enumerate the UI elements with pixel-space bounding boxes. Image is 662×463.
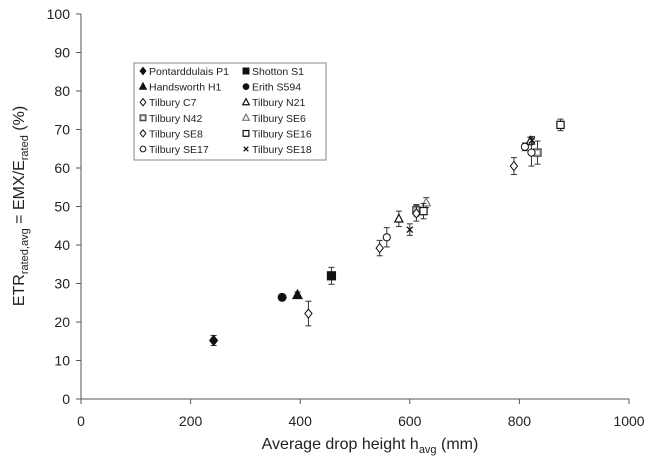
marker-square-open [556, 120, 565, 130]
data-point [304, 300, 313, 327]
x-tick-label: 0 [77, 413, 85, 429]
legend-label: Tilbury SE6 [252, 113, 306, 125]
y-tick-label: 30 [54, 276, 70, 292]
x-axis-title: Average drop height havg (mm) [262, 436, 479, 456]
data-point [406, 223, 414, 236]
marker-square-filled [326, 271, 337, 281]
legend-item: Tilbury C7 [139, 97, 197, 109]
legend-label: Erith S594 [252, 82, 301, 94]
x-tick-label: 800 [508, 413, 532, 429]
legend-item: Handsworth H1 [138, 81, 222, 94]
marker-cross [528, 136, 536, 144]
legend-item: Erith S594 [242, 82, 301, 94]
legend-marker [139, 128, 147, 138]
data-point [375, 239, 384, 257]
legend-label: Shotton S1 [252, 66, 304, 78]
legend-item: Tilbury SE17 [139, 144, 209, 156]
y-tick-label: 40 [54, 237, 70, 253]
legend-label: Tilbury N21 [252, 97, 305, 109]
data-point [419, 202, 428, 220]
y-tick-label: 60 [54, 160, 70, 176]
marker-diamond-open [375, 242, 384, 254]
y-tick-label: 50 [54, 199, 70, 215]
legend-marker [139, 66, 147, 76]
legend-label: Handsworth H1 [149, 82, 222, 94]
legend-marker [242, 67, 250, 75]
marker-diamond-open [412, 208, 421, 219]
y-tick-label: 20 [54, 314, 70, 330]
data-point [520, 142, 529, 152]
legend-marker [242, 83, 250, 90]
marker-circle-filled [277, 292, 287, 302]
data-points [208, 118, 565, 347]
legend-item: Tilbury SE16 [242, 128, 312, 140]
legend-marker [242, 129, 250, 137]
y-tick-label: 0 [62, 391, 70, 407]
legend-item: Pontarddulais P1 [139, 66, 229, 78]
data-point [509, 157, 519, 176]
legend-marker [243, 146, 249, 152]
data-point [382, 227, 391, 248]
y-tick-label: 70 [54, 122, 70, 138]
legend-label: Tilbury SE17 [149, 144, 209, 156]
x-tick-label: 600 [398, 413, 422, 429]
marker-circle-open [527, 148, 536, 157]
marker-circle-open [520, 142, 529, 151]
data-point [393, 210, 404, 228]
y-tick-label: 10 [54, 353, 70, 369]
y-axis-ticks: 0 10 20 30 40 50 60 70 80 90 100 [47, 6, 81, 407]
legend-label: Tilbury SE18 [252, 144, 312, 156]
legend-label: Tilbury SE8 [149, 128, 203, 140]
legend-label: Tilbury SE16 [252, 128, 312, 140]
data-point [527, 138, 536, 167]
data-point [277, 292, 287, 302]
data-point [326, 266, 337, 285]
marker-square-open [419, 206, 428, 216]
legend-marker [138, 81, 148, 90]
legend-label: Pontarddulais P1 [149, 66, 229, 78]
marker-circle-open [382, 233, 391, 242]
legend-item: Tilbury SE8 [139, 128, 203, 140]
y-tick-label: 100 [47, 6, 71, 22]
x-tick-label: 1000 [613, 413, 644, 429]
legend-marker [139, 145, 147, 153]
data-point [528, 135, 536, 145]
marker-diamond-open [509, 160, 519, 172]
legend-marker [241, 97, 251, 106]
data-point [291, 288, 303, 300]
legend-label: Tilbury N42 [149, 113, 202, 125]
legend-item: Tilbury N21 [241, 97, 305, 109]
x-tick-label: 200 [179, 413, 203, 429]
marker-triangle-filled [291, 288, 303, 300]
legend-item: Tilbury SE18 [243, 144, 312, 156]
legend-item: Shotton S1 [242, 66, 304, 78]
marker-diamond-filled [208, 334, 219, 347]
legend-marker [139, 114, 147, 122]
legend-marker [139, 97, 147, 107]
data-point [208, 334, 219, 347]
legend-box [133, 62, 327, 161]
legend-label: Tilbury C7 [149, 97, 197, 109]
legend-item: Tilbury SE6 [241, 112, 306, 125]
marker-diamond-open [304, 308, 313, 319]
y-tick-label: 80 [54, 83, 70, 99]
legend-item: Tilbury N42 [139, 113, 202, 125]
legend: Pontarddulais P1 Shotton S1 Handsworth H1 E… [133, 62, 327, 161]
x-tick-label: 400 [289, 413, 313, 429]
x-axis-ticks: 0 200 400 600 800 1000 [77, 399, 645, 429]
marker-cross [406, 226, 414, 233]
legend-marker [241, 112, 251, 121]
marker-triangle-open [393, 213, 404, 223]
data-point [556, 118, 565, 132]
y-tick-label: 90 [54, 45, 70, 61]
data-point [412, 205, 421, 222]
y-axis-title: ETRrated,avg = EMX/Erated (%) [11, 106, 31, 306]
